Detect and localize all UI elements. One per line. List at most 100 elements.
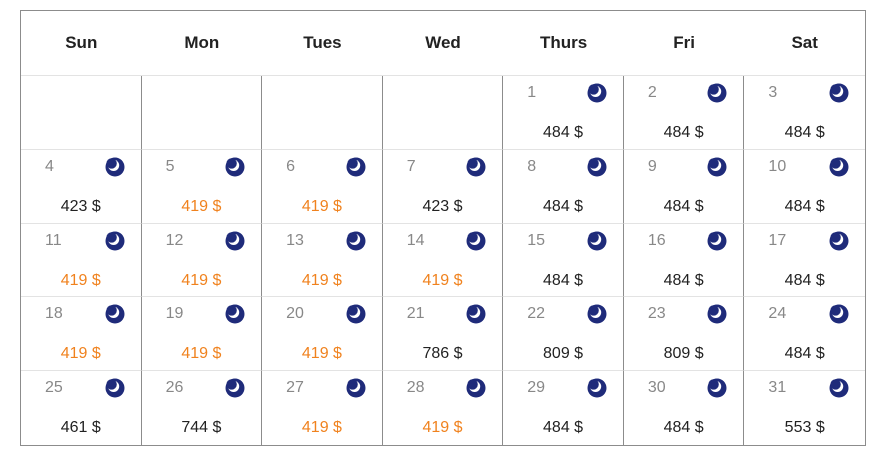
moon-icon bbox=[105, 157, 125, 177]
day-number: 31 bbox=[768, 379, 787, 397]
calendar-day-cell[interactable]: 29 484 $ bbox=[503, 371, 624, 445]
moon-icon bbox=[707, 304, 727, 324]
calendar-day-cell[interactable]: 24 484 $ bbox=[744, 297, 865, 372]
day-number: 26 bbox=[165, 379, 184, 397]
calendar-day-cell[interactable]: 27 419 $ bbox=[262, 371, 383, 445]
moon-icon bbox=[346, 378, 366, 398]
night-price: 484 $ bbox=[784, 271, 825, 289]
moon-icon bbox=[587, 83, 607, 103]
day-number: 16 bbox=[647, 231, 666, 249]
day-number: 23 bbox=[647, 305, 666, 323]
day-number: 28 bbox=[406, 379, 425, 397]
moon-icon bbox=[707, 231, 727, 251]
night-price: 484 $ bbox=[784, 197, 825, 215]
moon-icon bbox=[587, 231, 607, 251]
night-price: 419 $ bbox=[60, 345, 101, 363]
night-price: 786 $ bbox=[422, 345, 463, 363]
calendar-day-cell[interactable]: 31 553 $ bbox=[744, 371, 865, 445]
calendar-day-cell[interactable]: 20 419 $ bbox=[262, 297, 383, 372]
day-number: 15 bbox=[527, 231, 546, 249]
empty-day-cell bbox=[382, 76, 504, 150]
calendar-day-cell[interactable]: 9 484 $ bbox=[623, 149, 745, 224]
calendar-day-cell[interactable]: 28 419 $ bbox=[383, 371, 504, 445]
night-price: 419 $ bbox=[181, 197, 222, 215]
moon-icon bbox=[829, 157, 849, 177]
weekday-header: Sat bbox=[744, 11, 865, 76]
day-number: 2 bbox=[647, 84, 657, 101]
calendar-day-cell[interactable]: 26 744 $ bbox=[142, 371, 263, 445]
moon-icon bbox=[346, 231, 366, 251]
night-price: 419 $ bbox=[422, 419, 463, 437]
day-number: 5 bbox=[165, 157, 175, 175]
price-calendar: Sun Mon Tues Wed Thurs Fri Sat 1 484 $2 484 $3 484… bbox=[20, 10, 866, 446]
calendar-day-cell[interactable]: 15 484 $ bbox=[503, 223, 624, 298]
night-price: 484 $ bbox=[784, 345, 825, 363]
night-price: 484 $ bbox=[663, 197, 704, 215]
day-number: 13 bbox=[286, 231, 304, 249]
night-price: 419 $ bbox=[301, 197, 342, 215]
day-number: 4 bbox=[45, 157, 54, 175]
moon-icon bbox=[587, 304, 607, 324]
night-price: 419 $ bbox=[422, 271, 463, 289]
calendar-day-cell[interactable]: 12 419 $ bbox=[141, 223, 263, 298]
moon-icon bbox=[829, 83, 849, 103]
night-price: 484 $ bbox=[543, 124, 584, 141]
calendar-day-cell[interactable]: 2 484 $ bbox=[623, 76, 745, 150]
calendar-day-cell[interactable]: 3 484 $ bbox=[744, 76, 865, 150]
calendar-day-cell[interactable]: 10 484 $ bbox=[744, 150, 865, 224]
day-number: 14 bbox=[406, 231, 425, 249]
day-number: 27 bbox=[286, 379, 304, 397]
day-number: 17 bbox=[768, 231, 787, 249]
night-price: 809 $ bbox=[543, 345, 584, 363]
empty-day-cell bbox=[262, 76, 383, 150]
day-number: 19 bbox=[165, 305, 184, 323]
calendar-day-cell[interactable]: 23 809 $ bbox=[623, 297, 745, 372]
moon-icon bbox=[707, 378, 727, 398]
moon-icon bbox=[105, 378, 125, 398]
moon-icon bbox=[466, 157, 486, 177]
calendar-day-cell[interactable]: 7 423 $ bbox=[382, 149, 504, 224]
night-price: 423 $ bbox=[422, 197, 463, 215]
night-price: 484 $ bbox=[663, 124, 704, 141]
night-price: 419 $ bbox=[301, 271, 342, 289]
day-number: 1 bbox=[527, 84, 537, 101]
day-number: 11 bbox=[45, 231, 62, 249]
calendar-day-cell[interactable]: 16 484 $ bbox=[623, 223, 745, 298]
day-number: 12 bbox=[165, 231, 184, 249]
weekday-header: Mon bbox=[141, 11, 263, 76]
day-number: 3 bbox=[768, 84, 778, 101]
day-number: 7 bbox=[406, 157, 416, 175]
calendar-day-cell[interactable]: 18 419 $ bbox=[21, 297, 142, 372]
calendar-day-cell[interactable]: 25 461 $ bbox=[21, 371, 142, 445]
calendar-day-cell[interactable]: 1 484 $ bbox=[503, 76, 624, 150]
day-number: 6 bbox=[286, 157, 296, 175]
night-price: 423 $ bbox=[60, 197, 101, 215]
calendar-day-cell[interactable]: 22 809 $ bbox=[503, 297, 624, 372]
day-number: 10 bbox=[768, 157, 787, 175]
calendar-day-cell[interactable]: 13 419 $ bbox=[262, 223, 383, 298]
night-price: 484 $ bbox=[543, 271, 584, 289]
calendar-day-cell[interactable]: 5 419 $ bbox=[141, 149, 263, 224]
calendar-day-cell[interactable]: 6 419 $ bbox=[262, 149, 383, 224]
moon-icon bbox=[225, 378, 245, 398]
moon-icon bbox=[466, 378, 486, 398]
day-number: 25 bbox=[45, 379, 63, 397]
calendar-day-cell[interactable]: 14 419 $ bbox=[382, 223, 504, 298]
calendar-day-cell[interactable]: 4 423 $ bbox=[21, 149, 142, 224]
calendar-day-cell[interactable]: 17 484 $ bbox=[744, 224, 865, 298]
day-number: 9 bbox=[647, 157, 657, 175]
day-number: 8 bbox=[527, 157, 537, 175]
calendar-day-cell[interactable]: 11 419 $ bbox=[21, 223, 142, 298]
night-price: 809 $ bbox=[663, 345, 704, 363]
moon-icon bbox=[346, 157, 366, 177]
weekday-header: Thurs bbox=[503, 11, 624, 76]
night-price: 484 $ bbox=[663, 419, 704, 437]
night-price: 553 $ bbox=[784, 419, 825, 437]
calendar-day-cell[interactable]: 30 484 $ bbox=[624, 371, 745, 445]
calendar-day-cell[interactable]: 21 786 $ bbox=[382, 297, 504, 372]
calendar-day-cell[interactable]: 8 484 $ bbox=[503, 149, 624, 224]
night-price: 419 $ bbox=[60, 271, 101, 289]
night-price: 484 $ bbox=[543, 197, 584, 215]
calendar-day-cell[interactable]: 19 419 $ bbox=[141, 297, 263, 372]
empty-day-cell bbox=[141, 76, 263, 150]
